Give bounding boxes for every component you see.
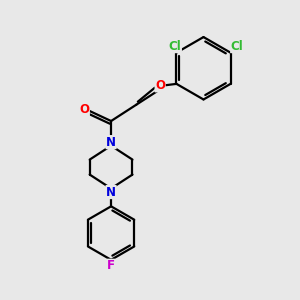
Text: F: F [107,259,115,272]
Text: O: O [155,79,165,92]
Text: F: F [107,259,115,272]
Text: Cl: Cl [231,40,243,52]
Text: O: O [79,103,89,116]
Text: N: N [106,136,116,148]
Text: Cl: Cl [169,40,182,52]
Text: O: O [79,103,89,116]
Text: O: O [155,79,165,92]
Text: N: N [106,136,116,148]
Text: Cl: Cl [169,40,182,52]
Text: N: N [106,186,116,199]
Text: N: N [106,186,116,199]
Text: Cl: Cl [231,40,243,52]
